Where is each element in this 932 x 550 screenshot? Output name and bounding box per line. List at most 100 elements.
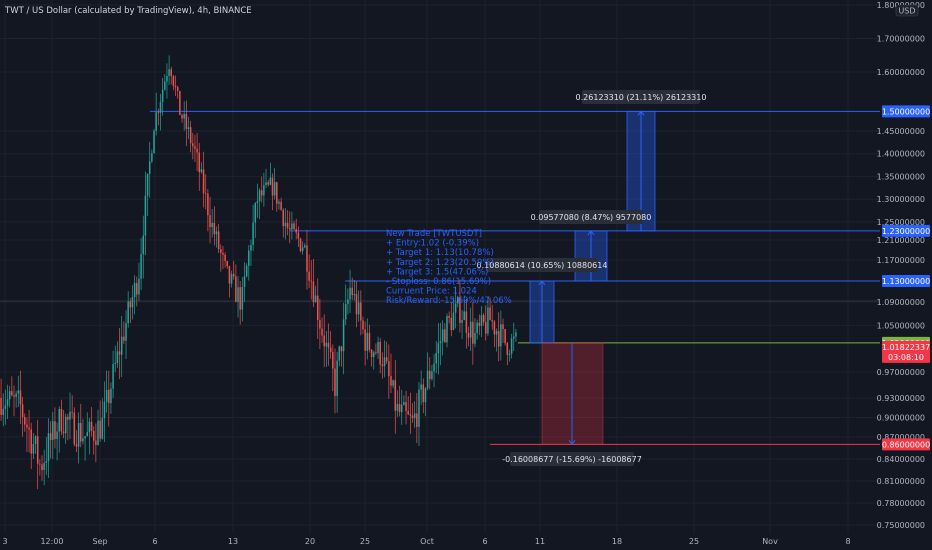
candle-body	[192, 143, 194, 147]
candle-body	[515, 332, 517, 337]
candle-body	[405, 402, 407, 411]
measure-label-target-3-bg	[582, 90, 700, 104]
candle-body	[394, 380, 397, 411]
candle-body	[157, 112, 160, 114]
candle-body	[441, 329, 444, 342]
candle-body	[114, 363, 117, 364]
candle-body	[506, 343, 509, 355]
candle-body	[24, 417, 26, 425]
candle-body	[265, 182, 267, 186]
candle-body	[84, 436, 86, 439]
current-price-label: 1.01822337	[882, 343, 930, 352]
candle-body	[263, 185, 265, 196]
candle-body	[319, 319, 321, 329]
candle-body	[379, 341, 381, 365]
candle-body	[411, 415, 414, 419]
candle-body	[316, 295, 319, 320]
candle-body	[424, 388, 427, 403]
candle-body	[295, 228, 297, 233]
target-1-tag[interactable]	[882, 275, 930, 287]
candle-body	[179, 90, 181, 115]
candle-body	[64, 416, 67, 434]
candle-body	[510, 338, 513, 354]
currency-badge[interactable]: USD	[895, 4, 919, 17]
candle-body	[95, 440, 97, 445]
x-tick-label: 6	[482, 537, 487, 546]
candle-body	[80, 422, 82, 442]
x-tick-label: 25	[360, 537, 370, 546]
candle-body	[383, 357, 386, 367]
candle-body	[101, 417, 104, 439]
current-price-tag[interactable]	[882, 340, 930, 363]
x-tick-label: Oct	[420, 537, 434, 546]
candle-body	[4, 405, 7, 409]
candle-body	[420, 384, 422, 390]
measure-arrowhead	[568, 440, 576, 446]
candle-body	[220, 249, 222, 253]
annotation-line: + Entry:1.02 (-0.39%)	[386, 239, 479, 249]
y-tick-label: 1.45000000	[877, 127, 925, 136]
bar-countdown-label: 03:08:10	[888, 353, 924, 362]
candle-body	[15, 393, 17, 397]
candle-body	[185, 113, 188, 129]
candle-body	[400, 404, 403, 413]
candle-body	[17, 390, 20, 394]
candle-body	[127, 301, 129, 324]
time-axis[interactable]	[0, 533, 932, 550]
trade-annotation[interactable]: New Trade [TWTUSDT]+ Entry:1.02 (-0.39%)…	[386, 229, 512, 306]
candle-body	[353, 294, 356, 296]
candle-body	[258, 190, 261, 202]
candle-body	[146, 173, 149, 196]
x-tick-label: 12:00	[40, 537, 63, 546]
candle-body	[392, 380, 394, 386]
candle-body	[202, 169, 205, 194]
candle-body	[129, 301, 132, 308]
candle-body	[422, 384, 425, 403]
candle-body	[73, 412, 76, 445]
candle-body	[194, 146, 196, 149]
candle-body	[45, 461, 48, 463]
candle-body	[340, 346, 343, 352]
candle-body	[77, 422, 80, 447]
measure-label-stoploss: -0.16008677 (-15.69%) -16008677	[502, 455, 642, 464]
candle-body	[217, 231, 220, 250]
candle-body	[474, 333, 476, 344]
candle-body	[207, 193, 209, 216]
candle-body	[200, 169, 203, 173]
target-2-tag[interactable]	[882, 224, 930, 237]
candle-body	[504, 328, 506, 344]
candle-body	[19, 390, 22, 405]
candle-body	[288, 228, 291, 230]
candle-body	[56, 431, 58, 440]
candle-body	[239, 287, 241, 310]
candle-body	[344, 304, 347, 320]
candle-body	[426, 370, 429, 389]
target-1-tag-label: 1.13000000	[882, 277, 930, 286]
candle-body	[103, 401, 106, 418]
candle-body	[226, 261, 229, 267]
candle-body	[140, 254, 142, 279]
x-tick-label: 25	[689, 537, 699, 546]
stoploss-tag[interactable]	[882, 438, 930, 451]
candle-body	[52, 421, 54, 441]
candle-body	[372, 352, 375, 358]
y-tick-label: 1.60000000	[877, 68, 925, 77]
candle-body	[467, 332, 470, 338]
candle-body	[224, 254, 226, 262]
candle-body	[11, 391, 13, 396]
candle-body	[351, 287, 353, 296]
candle-body	[41, 464, 43, 470]
candle-body	[469, 321, 472, 338]
candle-body	[86, 432, 88, 437]
candle-body	[325, 342, 328, 347]
candle-body	[437, 343, 440, 354]
candle-body	[472, 321, 474, 344]
annotation-line: + Target 2: 1.23(20.59%)	[386, 258, 494, 268]
target-3-tag[interactable]	[882, 105, 930, 118]
candle-body	[110, 388, 112, 404]
candle-body	[286, 222, 289, 229]
candle-body	[164, 81, 166, 90]
candle-body	[381, 364, 384, 367]
